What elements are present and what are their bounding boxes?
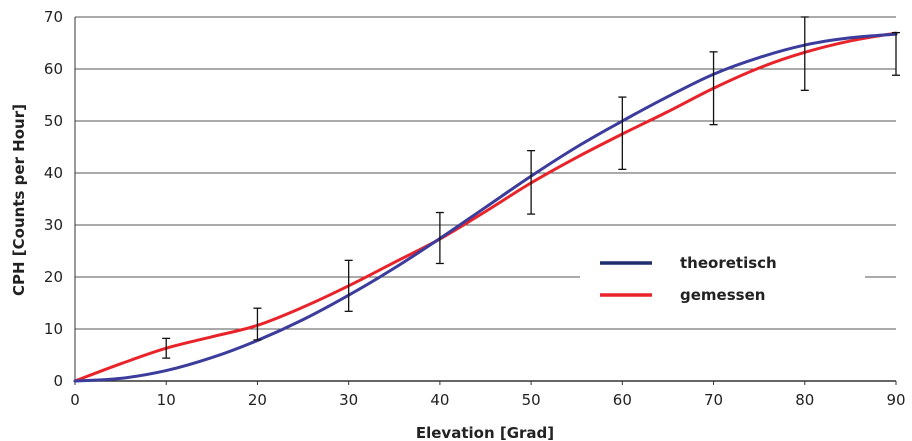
x-tick-label: 70 (704, 391, 723, 409)
y-tick-label: 40 (44, 164, 63, 182)
x-tick-label: 30 (339, 391, 358, 409)
error-bar (527, 149, 536, 215)
x-tick-label: 10 (157, 391, 176, 409)
error-bar-layer (162, 16, 900, 359)
y-axis-title: CPH [Counts per Hour] (10, 104, 28, 296)
y-tick-label: 0 (53, 372, 63, 390)
error-bar (344, 259, 353, 312)
legend-label-gemessen: gemessen (680, 286, 765, 304)
y-tick-label: 10 (44, 320, 63, 338)
error-bar (709, 51, 718, 126)
y-tick-label: 50 (44, 112, 63, 130)
x-tick-label: 20 (248, 391, 267, 409)
x-tick-label: 40 (430, 391, 449, 409)
y-tick-label: 70 (44, 8, 63, 26)
legend-label-theoretisch: theoretisch (680, 254, 777, 272)
error-bar (618, 96, 627, 171)
error-bar (162, 337, 171, 359)
y-tick-label: 60 (44, 60, 63, 78)
y-tick-label: 20 (44, 268, 63, 286)
series-line-theoretisch (73, 32, 898, 383)
x-tick-label: 60 (613, 391, 632, 409)
axis-layer: 0 10 20 30 40 50 60 70 0 10 20 30 40 50 60 70 80 90 (44, 8, 906, 409)
error-bar (253, 307, 262, 341)
error-bar (800, 16, 809, 91)
error-bar (435, 211, 444, 265)
x-tick-label: 90 (886, 391, 905, 409)
x-tick-label: 80 (795, 391, 814, 409)
series-layer (73, 31, 898, 383)
series-line-gemessen (73, 31, 898, 383)
x-tick-label: 50 (522, 391, 541, 409)
x-tick-label: 0 (70, 391, 80, 409)
y-tick-label: 30 (44, 216, 63, 234)
x-axis-title: Elevation [Grad] (416, 424, 554, 441)
legend-background (580, 245, 865, 313)
grid-layer (75, 16, 896, 382)
error-bar (892, 31, 900, 76)
legend: theoretisch gemessen (580, 245, 865, 313)
